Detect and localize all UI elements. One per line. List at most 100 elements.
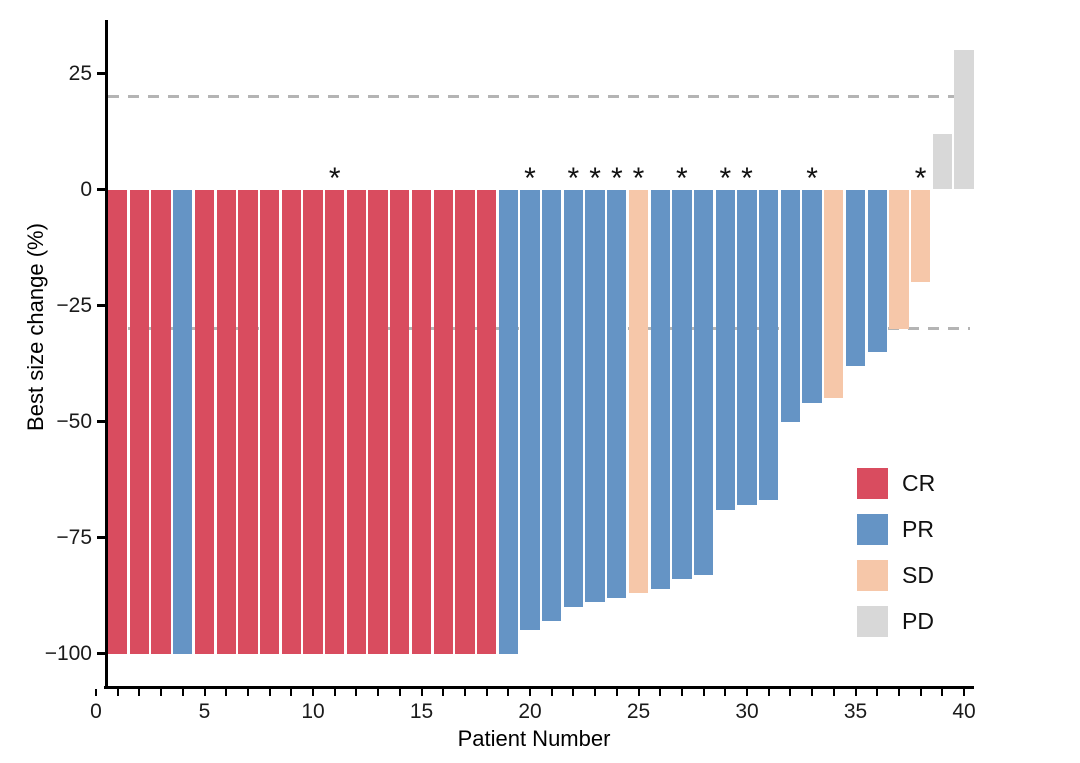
bar-patient-33-pr <box>802 189 822 403</box>
bar-patient-30-pr <box>737 189 757 506</box>
bar-patient-9-cr <box>281 189 301 654</box>
x-axis-title: Patient Number <box>457 726 611 751</box>
legend-swatch-pd <box>857 606 888 637</box>
x-axis-label-40: 40 <box>952 700 976 723</box>
legend-item-cr: CR <box>857 468 935 499</box>
x-axis-tick-40 <box>963 689 965 696</box>
legend-label-pr: PR <box>902 516 934 542</box>
x-axis-label-30: 30 <box>735 700 759 723</box>
significance-asterisk-patient-29: * <box>719 162 732 195</box>
bar-patient-6-cr <box>216 189 236 654</box>
reference-line-20 <box>108 95 970 99</box>
x-axis-tick-33 <box>811 689 814 696</box>
bar-patient-26-pr <box>650 189 670 589</box>
y-axis-label--75: −75 <box>56 525 92 549</box>
x-axis-tick-29 <box>724 689 727 696</box>
x-axis-tick-17 <box>463 689 466 696</box>
bar-patient-23-pr <box>585 189 605 603</box>
x-axis-tick-8 <box>268 689 271 696</box>
x-axis-label-10: 10 <box>301 700 325 723</box>
x-axis-tick-13 <box>377 689 380 696</box>
x-axis-tick-37 <box>897 689 900 696</box>
x-axis-label-0: 0 <box>90 700 102 723</box>
bar-patient-28-pr <box>693 189 714 575</box>
bar-patient-21-pr <box>542 189 562 622</box>
bar-patient-11-cr <box>325 189 345 654</box>
x-axis-tick-18 <box>485 689 488 696</box>
legend-label-sd: SD <box>902 562 934 588</box>
x-axis-tick-7 <box>246 689 249 696</box>
bar-patient-14-cr <box>390 189 410 654</box>
x-axis-tick-39 <box>941 689 944 696</box>
x-axis-tick-2 <box>138 689 141 696</box>
legend-item-pd: PD <box>857 606 935 637</box>
bar-patient-10-cr <box>303 189 323 654</box>
x-axis-tick-1 <box>116 689 119 696</box>
x-axis-tick-15 <box>420 689 423 696</box>
significance-asterisk-patient-38: * <box>914 162 927 195</box>
bar-patient-38-sd <box>910 189 931 283</box>
x-axis-tick-25 <box>637 689 640 696</box>
x-axis-tick-26 <box>659 689 662 696</box>
significance-asterisk-patient-33: * <box>806 162 818 195</box>
x-axis-tick-0 <box>95 689 97 696</box>
x-axis-tick-27 <box>680 689 683 696</box>
significance-asterisk-patient-22: * <box>567 162 580 195</box>
x-axis-label-5: 5 <box>198 700 211 723</box>
bar-patient-40-pd <box>954 50 974 190</box>
x-axis-tick-11 <box>333 689 336 696</box>
significance-asterisk-patient-24: * <box>610 162 623 195</box>
bar-patient-16-cr <box>433 189 453 654</box>
significance-asterisk-patient-25: * <box>632 162 645 195</box>
significance-asterisk-patient-20: * <box>524 162 536 195</box>
y-axis-label--100: −100 <box>44 641 92 665</box>
bar-patient-37-sd <box>889 189 909 329</box>
y-axis-tick--100 <box>97 652 105 655</box>
legend: CR PR SD PD <box>857 468 935 652</box>
legend-swatch-cr <box>857 468 888 499</box>
x-axis-label-25: 25 <box>626 700 651 723</box>
x-axis-tick-20 <box>529 689 531 696</box>
x-axis-tick-12 <box>355 689 358 696</box>
bar-patient-32-pr <box>780 189 801 422</box>
significance-asterisk-patient-27: * <box>676 162 688 195</box>
bar-patient-34-sd <box>824 189 844 399</box>
x-axis-label-15: 15 <box>409 700 434 723</box>
x-axis-tick-19 <box>507 689 510 696</box>
significance-asterisk-patient-30: * <box>741 162 753 195</box>
legend-item-sd: SD <box>857 560 935 591</box>
bar-patient-1-cr <box>108 189 128 654</box>
bar-patient-13-cr <box>368 189 388 654</box>
bar-patient-18-cr <box>476 189 497 654</box>
bar-patient-29-pr <box>715 189 735 510</box>
bar-patient-17-cr <box>455 189 475 654</box>
bar-patient-15-cr <box>411 189 432 654</box>
bar-patient-19-pr <box>498 189 518 654</box>
x-axis-tick-5 <box>203 689 206 696</box>
y-axis-tick-25 <box>97 72 105 75</box>
bar-patient-3-cr <box>151 189 171 654</box>
x-axis-tick-4 <box>181 689 184 696</box>
bar-patient-36-pr <box>867 189 887 352</box>
x-axis-tick-38 <box>919 689 922 696</box>
significance-asterisk-patient-11: * <box>328 162 341 195</box>
x-axis-tick-35 <box>854 689 857 696</box>
x-axis-tick-3 <box>160 689 163 696</box>
x-axis-label-20: 20 <box>518 700 542 723</box>
significance-asterisk-patient-23: * <box>589 162 601 195</box>
y-axis-tick-0 <box>97 188 105 191</box>
bar-patient-24-pr <box>607 189 627 598</box>
x-axis-tick-16 <box>442 689 445 696</box>
x-axis-tick-36 <box>876 689 879 696</box>
x-axis-tick-9 <box>290 689 293 696</box>
bar-patient-4-pr <box>173 189 193 654</box>
x-axis-tick-10 <box>312 689 314 696</box>
x-axis-tick-24 <box>615 689 618 696</box>
y-axis-tick--25 <box>97 304 105 307</box>
legend-item-pr: PR <box>857 514 935 545</box>
y-axis-label-25: 25 <box>68 61 92 85</box>
bar-patient-7-cr <box>238 189 258 654</box>
x-axis-tick-34 <box>832 689 835 696</box>
x-axis-tick-23 <box>594 689 597 696</box>
